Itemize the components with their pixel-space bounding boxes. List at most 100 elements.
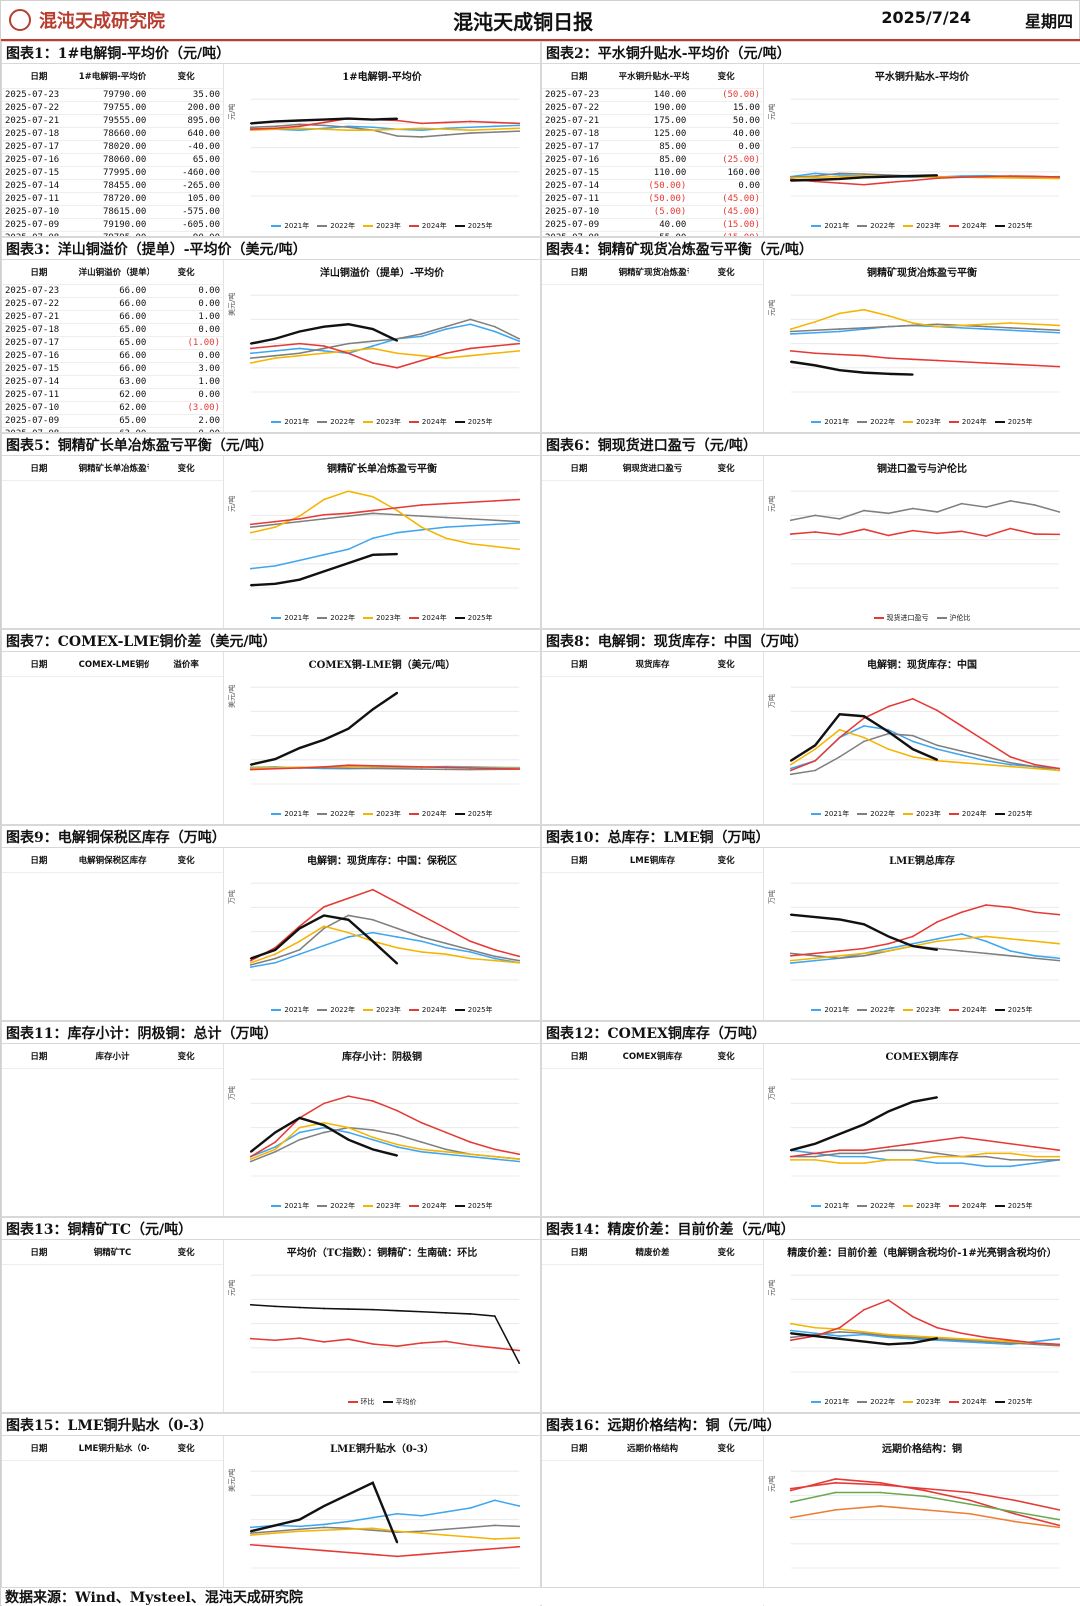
data-point bbox=[834, 1481, 837, 1484]
table-row: 2025-07-0855.00(15.00) bbox=[542, 231, 763, 236]
data-point bbox=[420, 765, 423, 768]
legend-label: 2021年 bbox=[284, 810, 310, 818]
data-point bbox=[323, 944, 325, 947]
data-point bbox=[347, 342, 350, 345]
logo-icon bbox=[9, 9, 31, 31]
data-point bbox=[936, 1337, 939, 1340]
data-point bbox=[838, 918, 841, 921]
data-point bbox=[347, 1138, 350, 1141]
legend-item: 2021年 bbox=[271, 221, 309, 231]
table-cell-2: 190.00 bbox=[615, 101, 690, 115]
data-table-container: 日期铜精矿现货冶炼盈亏平衡变化 bbox=[542, 260, 764, 432]
legend-swatch bbox=[408, 421, 419, 423]
data-point bbox=[298, 125, 301, 128]
table-header-2: 铜精矿TC bbox=[75, 1240, 150, 1265]
table-header-row: 日期 远期价格结构 变化 bbox=[542, 1436, 763, 1461]
legend-item: 2021年 bbox=[271, 809, 309, 819]
legend-swatch bbox=[948, 421, 959, 423]
data-point bbox=[420, 529, 423, 531]
data-point bbox=[968, 1512, 971, 1515]
series-line bbox=[790, 913, 938, 951]
series-line bbox=[790, 1299, 1060, 1346]
legend-swatch bbox=[408, 1205, 419, 1207]
legend-label: 2021年 bbox=[824, 418, 850, 426]
data-point bbox=[274, 1305, 277, 1308]
legend-item: 2023年 bbox=[903, 221, 941, 231]
data-point bbox=[469, 951, 472, 953]
data-point bbox=[814, 1158, 817, 1161]
legend: 2021年 2022年 2023年 2024年 2025年 bbox=[236, 809, 528, 819]
data-point bbox=[911, 697, 914, 700]
legend-item: 2021年 bbox=[271, 1201, 309, 1211]
legend-item: 2022年 bbox=[857, 1005, 895, 1015]
data-point bbox=[1058, 957, 1061, 960]
data-point bbox=[960, 176, 963, 179]
data-point bbox=[936, 1162, 939, 1164]
table-header-3: 变化 bbox=[149, 64, 223, 89]
chart-svg bbox=[789, 1274, 1061, 1373]
legend-item: 2024年 bbox=[948, 221, 987, 231]
data-point bbox=[960, 1155, 963, 1158]
data-point bbox=[814, 175, 817, 177]
data-point bbox=[274, 345, 277, 347]
data-point bbox=[298, 578, 301, 581]
data-point bbox=[1009, 1342, 1012, 1344]
chart-container: 1#电解铜-平均价 元/吨 2021年 2022年 2023年 2024年 2025年 bbox=[224, 64, 540, 236]
table-cell-1: 2025-07-09 bbox=[542, 218, 616, 232]
data-point bbox=[469, 542, 472, 545]
data-point bbox=[493, 345, 496, 347]
table-row: 2025-07-11 62.00 0.00 bbox=[2, 388, 223, 402]
table-cell-2: 78455.00 bbox=[75, 179, 150, 193]
data-point bbox=[985, 1339, 987, 1342]
data-point bbox=[469, 949, 472, 951]
legend-label: 2024年 bbox=[421, 418, 447, 426]
data-point bbox=[396, 1555, 399, 1558]
data-point bbox=[249, 961, 252, 964]
legend-item: 2023年 bbox=[363, 221, 401, 231]
data-point bbox=[323, 513, 325, 516]
data-point bbox=[1058, 1343, 1061, 1346]
data-point bbox=[274, 1141, 277, 1143]
legend-label: 2024年 bbox=[961, 1202, 987, 1210]
data-point bbox=[985, 935, 987, 938]
table-row: 2025-07-22 79755.00 200.00 bbox=[2, 101, 223, 115]
legend-label: 2022年 bbox=[330, 222, 356, 230]
y-axis-label: 元/吨 bbox=[768, 1475, 776, 1492]
table-row: 2025-07-21 66.00 1.00 bbox=[2, 310, 223, 324]
data-point bbox=[518, 1158, 521, 1160]
table-cell-2: (50.00) bbox=[615, 179, 690, 193]
legend-swatch bbox=[936, 617, 947, 619]
data-point bbox=[347, 764, 350, 767]
legend-item: 2025年 bbox=[994, 417, 1033, 427]
legend-swatch bbox=[903, 421, 914, 423]
legend-label: 2025年 bbox=[1007, 810, 1033, 818]
series-line bbox=[250, 931, 520, 968]
data-point bbox=[445, 537, 447, 540]
data-point bbox=[274, 523, 277, 526]
panel-body: 日期 精废价差 变化 精废价差：目前价差（电解铜含税均价-1#光亮铜含税均价） 元/… bbox=[542, 1240, 1080, 1412]
data-point bbox=[789, 773, 792, 776]
data-point bbox=[347, 918, 350, 921]
data-point bbox=[445, 121, 447, 124]
legend-label: 2022年 bbox=[870, 1006, 896, 1014]
table-header-row: 日期 LME铜库存 变化 bbox=[542, 848, 763, 873]
data-point bbox=[249, 1150, 252, 1153]
legend-swatch bbox=[994, 421, 1005, 423]
table-row: 2025-07-14 78455.00 -265.00 bbox=[2, 179, 223, 193]
table-header-1: 日期 bbox=[542, 1044, 616, 1069]
brand-logo: 混沌天成研究院 bbox=[9, 7, 165, 33]
data-point bbox=[323, 553, 325, 556]
data-point bbox=[371, 509, 374, 512]
table-cell-3: 40.00 bbox=[689, 127, 763, 141]
legend-label: 2025年 bbox=[467, 1006, 493, 1014]
data-point bbox=[469, 354, 472, 357]
table-cell-2: 79190.00 bbox=[75, 218, 150, 232]
chart-panel-11: 图表11：库存小计：阴极铜：总计（万吨） 日期 库存小计 变化 库存小计：阴极铜 万… bbox=[1, 1021, 541, 1217]
data-point bbox=[469, 1526, 472, 1529]
table-header-1: 日期 bbox=[2, 260, 76, 285]
data-point bbox=[985, 328, 987, 330]
data-table-container: 日期 库存小计 变化 bbox=[2, 1044, 224, 1216]
legend-label: 2023年 bbox=[376, 810, 401, 818]
table-cell-1: 2025-07-15 bbox=[2, 362, 76, 376]
